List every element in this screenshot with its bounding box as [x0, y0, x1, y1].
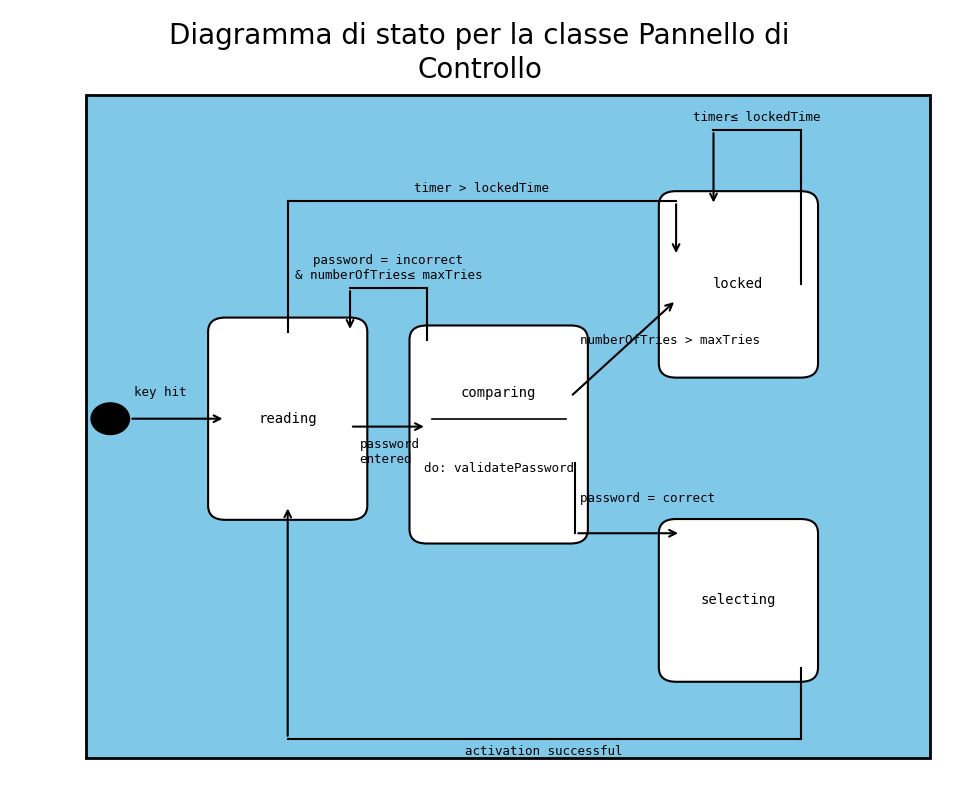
- Text: selecting: selecting: [701, 593, 776, 608]
- Text: activation successful: activation successful: [465, 745, 623, 758]
- Text: locked: locked: [713, 277, 763, 292]
- Text: password = incorrect
& numberOfTries≤ maxTries: password = incorrect & numberOfTries≤ ma…: [294, 254, 482, 282]
- Text: numberOfTries > maxTries: numberOfTries > maxTries: [580, 334, 760, 347]
- Text: do: validatePassword: do: validatePassword: [424, 462, 573, 475]
- Text: Diagramma di stato per la classe Pannello di: Diagramma di stato per la classe Pannell…: [169, 21, 790, 50]
- Text: timer > lockedTime: timer > lockedTime: [414, 182, 550, 195]
- Text: password = correct: password = correct: [580, 491, 715, 505]
- Text: reading: reading: [258, 412, 317, 426]
- FancyBboxPatch shape: [659, 519, 818, 682]
- Text: password
entered: password entered: [360, 438, 420, 466]
- Text: key hit: key hit: [134, 386, 187, 399]
- FancyBboxPatch shape: [208, 318, 367, 520]
- Text: timer≤ lockedTime: timer≤ lockedTime: [693, 111, 821, 124]
- Circle shape: [91, 403, 129, 435]
- Text: comparing: comparing: [461, 386, 536, 400]
- Text: Controllo: Controllo: [417, 55, 542, 84]
- FancyBboxPatch shape: [659, 191, 818, 378]
- FancyBboxPatch shape: [86, 95, 930, 758]
- FancyBboxPatch shape: [409, 325, 588, 544]
